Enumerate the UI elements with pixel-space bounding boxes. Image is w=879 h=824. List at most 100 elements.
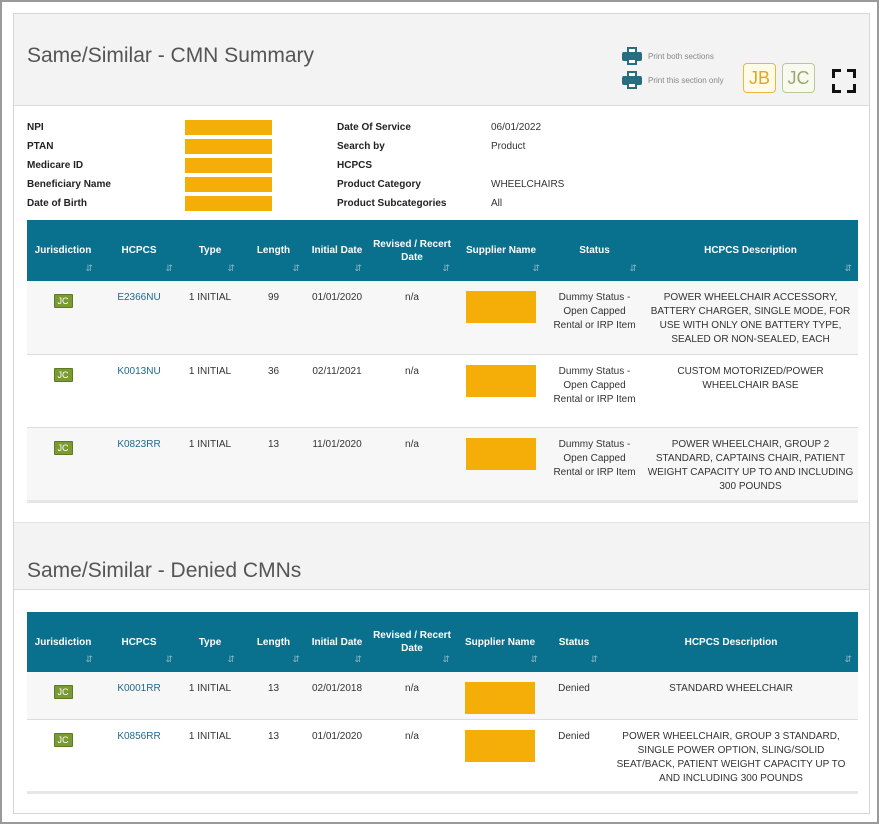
initial-date-cell: 01/01/2020 — [306, 719, 368, 793]
col-jurisdiction[interactable]: Jurisdiction ⇵ — [27, 612, 99, 672]
supplier-redacted — [465, 730, 535, 762]
sort-arrows-icon[interactable]: ⇵ — [292, 654, 300, 664]
col-length[interactable]: Length ⇵ — [241, 220, 306, 281]
product-subcategories-label: Product Subcategories — [337, 198, 447, 209]
jurisdiction-jb-button[interactable]: JB — [743, 63, 776, 93]
col-supplier-name[interactable]: Supplier Name ⇵ — [456, 612, 544, 672]
length-cell: 13 — [241, 427, 306, 501]
revised-date-cell: n/a — [368, 427, 456, 501]
jc-badge: JC — [53, 733, 73, 747]
main-panel: Same/Similar - CMN Summary Print both se… — [13, 13, 870, 814]
sort-arrows-icon[interactable]: ⇵ — [227, 654, 235, 664]
initial-date-cell: 02/01/2018 — [306, 672, 368, 720]
col-hcpcs-description[interactable]: HCPCS Description ⇵ — [643, 220, 858, 281]
col-hcpcs[interactable]: HCPCS ⇵ — [99, 220, 179, 281]
sort-arrows-icon[interactable]: ⇵ — [530, 654, 538, 664]
col-hcpcs[interactable]: HCPCS ⇵ — [99, 612, 179, 672]
jurisdiction-jc-button[interactable]: JC — [782, 63, 815, 93]
sort-arrows-icon[interactable]: ⇵ — [590, 654, 598, 664]
sort-arrows-icon[interactable]: ⇵ — [442, 654, 450, 664]
supplier-redacted — [466, 364, 536, 397]
date-of-service-label: Date Of Service — [337, 122, 411, 133]
col-revised-recert-date[interactable]: Revised / Recert Date ⇵ — [368, 612, 456, 672]
initial-date-cell: 01/01/2020 — [306, 281, 368, 355]
hcpcs-link[interactable]: K0013NU — [117, 365, 161, 377]
col-hcpcs-description[interactable]: HCPCS Description ⇵ — [604, 612, 858, 672]
sort-arrows-icon[interactable]: ⇵ — [165, 263, 173, 273]
initial-date-cell: 11/01/2020 — [306, 427, 368, 501]
print-this-section-link[interactable]: Print this section only — [622, 70, 724, 90]
col-jurisdiction[interactable]: Jurisdiction ⇵ — [27, 220, 99, 281]
medicare-id-redacted-value — [185, 158, 272, 173]
hcpcs-link[interactable]: E2366NU — [117, 292, 161, 303]
sort-arrows-icon[interactable]: ⇵ — [165, 654, 173, 664]
jc-badge: JC — [53, 294, 73, 308]
col-status[interactable]: Status ⇵ — [544, 612, 604, 672]
supplier-redacted — [466, 291, 536, 323]
status-cell: Denied — [544, 719, 604, 793]
sort-arrows-icon[interactable]: ⇵ — [227, 263, 235, 273]
col-type[interactable]: Type ⇵ — [179, 612, 241, 672]
sort-arrows-icon[interactable]: ⇵ — [844, 654, 852, 664]
sort-arrows-icon[interactable]: ⇵ — [85, 263, 93, 273]
col-revised-recert-date[interactable]: Revised / Recert Date ⇵ — [368, 220, 456, 281]
medicare-id-label: Medicare ID — [27, 160, 84, 171]
sort-arrows-icon[interactable]: ⇵ — [629, 263, 637, 273]
ptan-label: PTAN — [27, 141, 54, 152]
col-supplier-name[interactable]: Supplier Name ⇵ — [456, 220, 546, 281]
product-category-label: Product Category — [337, 179, 421, 190]
date-of-birth-label: Date of Birth — [27, 198, 87, 209]
table-row: JC K0823RR 1 INITIAL 13 11/01/2020 n/a D… — [27, 427, 858, 501]
table-row: JC E2366NU 1 INITIAL 99 01/01/2020 n/a D… — [27, 281, 858, 355]
jc-badge: JC — [53, 440, 73, 455]
hcpcs-link[interactable]: K0856RR — [117, 731, 161, 742]
denied-section-title: Same/Similar - Denied CMNs — [27, 559, 302, 582]
sort-arrows-icon[interactable]: ⇵ — [442, 263, 450, 273]
revised-date-cell: n/a — [368, 672, 456, 720]
sort-arrows-icon[interactable]: ⇵ — [292, 263, 300, 273]
col-type[interactable]: Type ⇵ — [179, 220, 241, 281]
length-cell: 13 — [241, 672, 306, 720]
length-cell: 36 — [241, 354, 306, 428]
sort-arrows-icon[interactable]: ⇵ — [354, 263, 362, 273]
description-cell: CUSTOM MOTORIZED/POWER WHEELCHAIR BASE — [643, 354, 858, 428]
table-shadow — [27, 500, 858, 503]
col-length[interactable]: Length ⇵ — [241, 612, 306, 672]
col-initial-date[interactable]: Initial Date ⇵ — [306, 612, 368, 672]
type-cell: 1 INITIAL — [179, 354, 241, 428]
col-initial-date[interactable]: Initial Date ⇵ — [306, 220, 368, 281]
printer-icon — [622, 46, 642, 66]
length-cell: 13 — [241, 719, 306, 793]
type-cell: 1 INITIAL — [179, 672, 241, 720]
sort-arrows-icon[interactable]: ⇵ — [85, 654, 93, 664]
type-cell: 1 INITIAL — [179, 719, 241, 793]
table-header-row: Jurisdiction ⇵ HCPCS ⇵ Type ⇵ Length ⇵ Initi… — [27, 612, 858, 672]
sort-arrows-icon[interactable]: ⇵ — [354, 654, 362, 664]
beneficiary-name-redacted-value — [185, 177, 272, 192]
hcpcs-label: HCPCS — [337, 160, 373, 171]
summary-section-header: Same/Similar - CMN Summary Print both se… — [14, 14, 869, 106]
denied-cmns-table: Jurisdiction ⇵ HCPCS ⇵ Type ⇵ Length ⇵ Initi… — [27, 612, 858, 793]
table-header-row: Jurisdiction ⇵ HCPCS ⇵ Type ⇵ Length ⇵ Initi… — [27, 220, 858, 281]
hcpcs-link[interactable]: K0823RR — [117, 438, 161, 450]
search-by-value: Product — [491, 141, 526, 152]
description-cell: POWER WHEELCHAIR, GROUP 2 STANDARD, CAPT… — [643, 427, 858, 501]
print-this-label: Print this section only — [648, 75, 724, 85]
col-status[interactable]: Status ⇵ — [546, 220, 643, 281]
table-shadow — [27, 791, 858, 794]
revised-date-cell: n/a — [368, 281, 456, 355]
sort-arrows-icon[interactable]: ⇵ — [844, 263, 852, 273]
sort-arrows-icon[interactable]: ⇵ — [532, 263, 540, 273]
jc-badge: JC — [53, 685, 73, 699]
revised-date-cell: n/a — [368, 719, 456, 793]
hcpcs-link[interactable]: K0001RR — [117, 683, 161, 694]
cmn-summary-table: Jurisdiction ⇵ HCPCS ⇵ Type ⇵ Length ⇵ Initi… — [27, 220, 858, 501]
denied-section-header: Same/Similar - Denied CMNs — [14, 522, 869, 590]
supplier-redacted — [466, 437, 536, 470]
initial-date-cell: 02/11/2021 — [306, 354, 368, 428]
fullscreen-icon[interactable] — [832, 69, 856, 93]
description-cell: STANDARD WHEELCHAIR — [604, 672, 858, 720]
print-both-sections-link[interactable]: Print both sections — [622, 46, 714, 66]
product-category-value: WHEELCHAIRS — [491, 179, 565, 190]
